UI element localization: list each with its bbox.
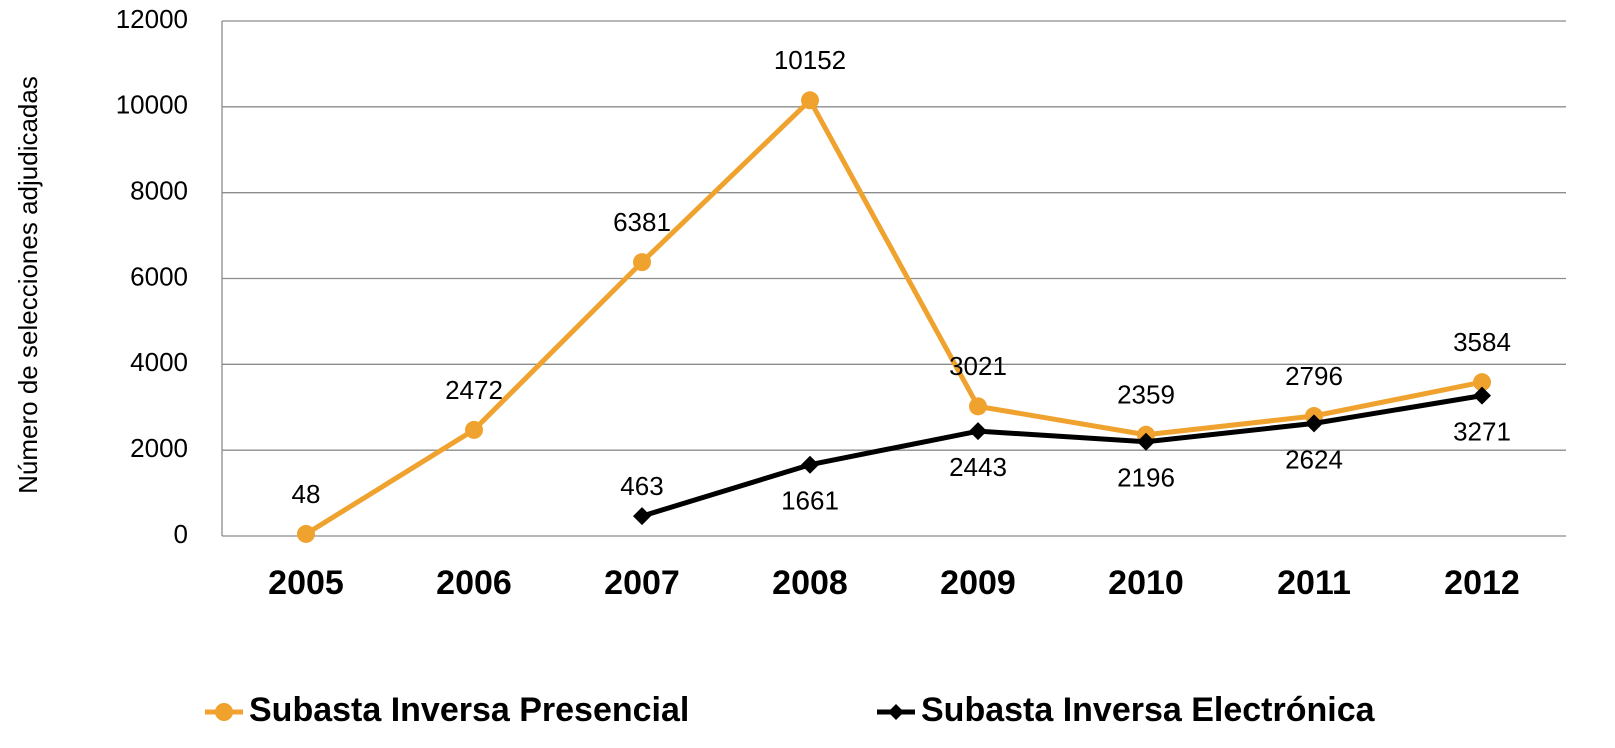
series-line — [304, 97, 1483, 537]
data-label: 1661 — [781, 486, 839, 516]
data-point — [297, 524, 315, 543]
y-tick-label: 8000 — [130, 176, 188, 206]
data-label: 6381 — [613, 207, 671, 237]
data-point — [1305, 414, 1323, 433]
y-tick-label: 0 — [174, 519, 188, 549]
data-point — [969, 397, 987, 416]
x-tick-label: 2010 — [1108, 564, 1184, 602]
y-tick-label: 6000 — [130, 261, 188, 291]
data-label: 2359 — [1117, 380, 1175, 410]
data-label: 3021 — [949, 351, 1007, 381]
data-point — [465, 420, 483, 439]
y-axis-label: Número de selecciones adjudicadas — [13, 76, 43, 494]
data-point — [801, 91, 819, 110]
data-label: 2443 — [949, 452, 1007, 482]
y-tick-label: 12000 — [116, 4, 188, 34]
legend-label: Subasta Inversa Presencial — [249, 691, 689, 729]
x-tick-label: 2005 — [268, 564, 344, 602]
x-tick-label: 2006 — [436, 564, 512, 602]
data-point — [1473, 386, 1491, 405]
legend-marker — [888, 704, 904, 720]
data-label: 2796 — [1285, 361, 1343, 391]
data-label: 463 — [620, 471, 663, 501]
series-line — [641, 393, 1483, 519]
data-label: 10152 — [774, 45, 846, 75]
data-label: 48 — [292, 479, 321, 509]
data-point — [633, 253, 651, 272]
data-label: 2624 — [1285, 444, 1343, 474]
legend-label: Subasta Inversa Electrónica — [921, 691, 1376, 729]
x-tick-label: 2007 — [604, 564, 680, 602]
data-label: 3271 — [1453, 416, 1511, 446]
data-label: 2472 — [445, 375, 503, 405]
data-point — [801, 455, 819, 474]
legend-marker — [215, 703, 233, 721]
data-point — [1137, 432, 1155, 451]
y-tick-label: 2000 — [130, 433, 188, 463]
data-point — [633, 507, 651, 526]
data-point — [969, 422, 987, 441]
x-tick-label: 2011 — [1277, 564, 1351, 602]
y-tick-label: 4000 — [130, 347, 188, 377]
x-tick-label: 2008 — [772, 564, 848, 602]
x-tick-label: 2012 — [1444, 564, 1520, 602]
x-tick-label: 2009 — [940, 564, 1016, 602]
y-tick-label: 10000 — [116, 90, 188, 120]
data-label: 2196 — [1117, 463, 1175, 493]
data-label: 3584 — [1453, 327, 1511, 357]
data-point — [1473, 373, 1491, 392]
